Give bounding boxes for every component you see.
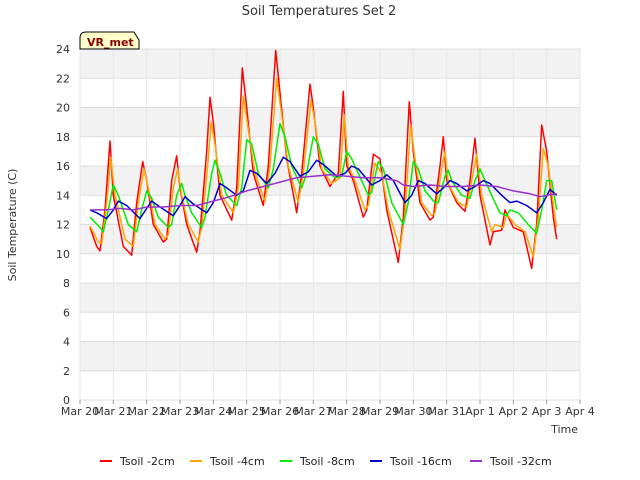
x-tick-label: Mar 31 <box>428 405 466 418</box>
y-tick-label: 16 <box>56 160 70 173</box>
x-tick-label: Mar 29 <box>361 405 399 418</box>
chart-title: Soil Temperatures Set 2 <box>242 4 397 19</box>
y-tick-label: 24 <box>56 43 70 56</box>
legend: Tsoil -2cm Tsoil -4cm Tsoil -8cm Tsoil -16c… <box>100 455 552 468</box>
y-tick-label: 2 <box>63 365 70 378</box>
x-tick-label: Mar 27 <box>294 405 332 418</box>
x-tick-label: Mar 30 <box>394 405 432 418</box>
x-tick-label: Mar 26 <box>261 405 299 418</box>
y-tick-label: 22 <box>56 72 70 85</box>
legend-label-2: Tsoil -8cm <box>299 455 355 468</box>
legend-label-1: Tsoil -4cm <box>209 455 265 468</box>
x-tick-label: Mar 28 <box>328 405 366 418</box>
y-tick-label: 18 <box>56 131 70 144</box>
legend-label-0: Tsoil -2cm <box>119 455 175 468</box>
y-tick-label: 0 <box>63 394 70 407</box>
y-tick-label: 6 <box>63 306 70 319</box>
y-tick-label: 4 <box>63 336 70 349</box>
x-tick-label: Apr 2 <box>499 405 529 418</box>
gridlines <box>79 48 581 401</box>
plot-band <box>80 224 580 254</box>
plot-band <box>80 341 580 371</box>
series-line-2 <box>89 122 558 235</box>
plot-band <box>80 283 580 313</box>
x-axis-label: Time <box>550 423 578 436</box>
x-tick-label: Apr 4 <box>565 405 595 418</box>
y-tick-label: 14 <box>56 189 70 202</box>
badge-box <box>79 31 140 50</box>
y-tick-label: 10 <box>56 248 70 261</box>
y-tick-label: 8 <box>63 277 70 290</box>
plot-band <box>80 49 580 79</box>
x-tick-label: Mar 21 <box>94 405 132 418</box>
x-tick-label: Mar 23 <box>161 405 199 418</box>
x-tick-label: Mar 22 <box>128 405 166 418</box>
series-line-4 <box>90 174 557 211</box>
x-tick-label: Mar 24 <box>194 405 232 418</box>
badge-label: VR_met <box>87 36 134 49</box>
series-lines <box>89 49 558 270</box>
legend-label-4: Tsoil -32cm <box>489 455 552 468</box>
station-badge: VR_met <box>79 31 140 50</box>
y-axis-label: Soil Temperature (C) <box>6 169 19 282</box>
x-tick-label: Apr 1 <box>465 405 495 418</box>
legend-label-3: Tsoil -16cm <box>389 455 452 468</box>
plot-band <box>80 107 580 137</box>
y-tick-label: 12 <box>56 219 70 232</box>
x-tick-label: Mar 25 <box>228 405 266 418</box>
series-line-3 <box>89 156 558 220</box>
y-tick-label: 20 <box>56 102 70 115</box>
x-tick-label: Mar 20 <box>61 405 99 418</box>
x-tick-label: Apr 3 <box>532 405 562 418</box>
